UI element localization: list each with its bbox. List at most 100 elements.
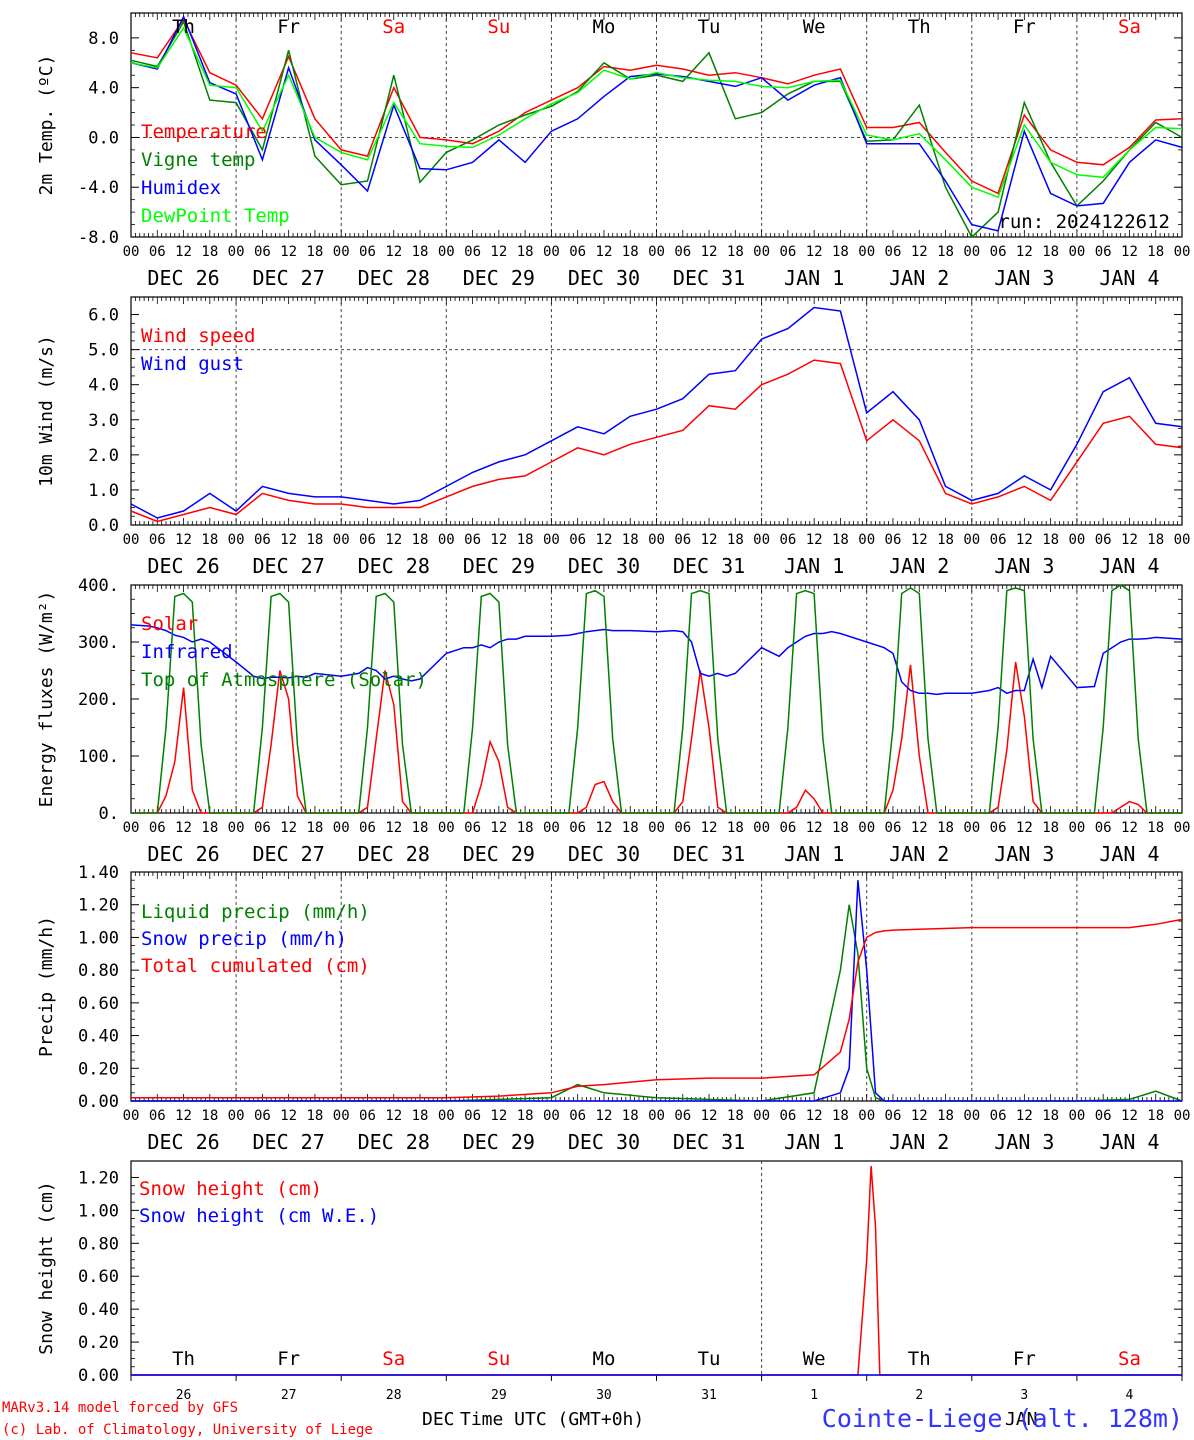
hour-tick-label: 18 [1042, 1108, 1059, 1124]
weekday-label: Th [172, 1348, 195, 1370]
panel-3: 400. 300. 200. 100. 0. Energy fluxes (W/m²) So… [36, 576, 1190, 866]
hour-tick-label: 18 [201, 532, 218, 548]
y-tick-label: 0.40 [78, 1300, 119, 1320]
hour-tick-label: 18 [832, 1108, 849, 1124]
hour-tick-label: 00 [1068, 244, 1085, 260]
date-label: JAN 3 [994, 554, 1054, 578]
hour-tick-label: 00 [543, 820, 560, 836]
weekday-label: Fr [277, 1348, 300, 1370]
hour-tick-label: 06 [254, 820, 271, 836]
day-number-label: 2 [915, 1388, 923, 1403]
legend-entry: Snow height (cm) [139, 1178, 322, 1200]
hour-tick-label: 12 [385, 532, 402, 548]
hour-tick-label: 06 [1095, 532, 1112, 548]
hour-tick-label: 18 [201, 1108, 218, 1124]
hour-tick-label: 18 [412, 244, 429, 260]
hour-tick-label: 06 [779, 244, 796, 260]
series-line-wind-speed [130, 359, 1183, 523]
legend-entry: Infrared [141, 641, 233, 663]
station-label: Cointe-Liege (alt. 128m) [822, 1404, 1183, 1433]
date-label: DEC 30 [568, 1130, 640, 1154]
hour-tick-label: 12 [911, 1108, 928, 1124]
date-label: JAN 2 [889, 266, 949, 290]
y-tick-label: 1.0 [88, 481, 119, 501]
hour-tick-label: 00 [1068, 820, 1085, 836]
hour-tick-label: 18 [517, 532, 534, 548]
panel-4: 1.40 1.20 1.00 0.80 0.60 0.40 0.20 0.00 Precip (… [36, 863, 1190, 1154]
hour-tick-label: 12 [280, 244, 297, 260]
hour-tick-label: 06 [254, 532, 271, 548]
footer-lab-line: (c) Lab. of Climatology, University of L… [2, 1422, 373, 1438]
hour-tick-label: 00 [1174, 820, 1191, 836]
date-label: DEC 28 [358, 1130, 430, 1154]
hour-tick-label: 00 [543, 532, 560, 548]
hour-tick-label: 18 [937, 244, 954, 260]
hour-tick-label: 12 [701, 820, 718, 836]
hour-tick-label: 00 [228, 1108, 245, 1124]
y-tick-label: 1.00 [78, 928, 119, 948]
hour-tick-label: 12 [701, 1108, 718, 1124]
date-label: JAN 4 [1099, 266, 1159, 290]
hour-tick-label: 00 [648, 532, 665, 548]
date-label: DEC 31 [673, 1130, 745, 1154]
hour-tick-label: 00 [753, 1108, 770, 1124]
weekday-label: Th [172, 16, 195, 38]
day-number-label: 4 [1126, 1388, 1134, 1403]
hour-tick-label: 18 [412, 820, 429, 836]
hour-tick-label: 18 [201, 244, 218, 260]
hour-tick-label: 06 [254, 1108, 271, 1124]
weekday-label: Sa [1118, 16, 1141, 38]
date-label: JAN 3 [994, 266, 1054, 290]
hour-tick-label: 06 [674, 532, 691, 548]
hour-tick-label: 12 [1016, 820, 1033, 836]
hour-tick-label: 18 [1042, 244, 1059, 260]
hour-tick-label: 06 [359, 820, 376, 836]
hour-tick-label: 06 [464, 820, 481, 836]
panel-5: 1.20 1.00 0.80 0.60 0.40 0.20 0.00 Snow height … [36, 1160, 1183, 1403]
hour-tick-label: 18 [622, 532, 639, 548]
hour-tick-label: 06 [359, 244, 376, 260]
hour-tick-label: 06 [990, 244, 1007, 260]
hour-tick-label: 00 [543, 244, 560, 260]
hour-tick-label: 18 [622, 1108, 639, 1124]
hour-tick-label: 18 [517, 1108, 534, 1124]
hour-tick-label: 12 [596, 820, 613, 836]
weekday-label: Tu [698, 16, 721, 38]
series-line-snow-precip-mm-h- [131, 880, 1182, 1102]
legend-entry: Wind gust [141, 353, 244, 375]
hour-tick-label: 18 [727, 1108, 744, 1124]
y-tick-label: 0. [99, 804, 119, 824]
hour-tick-label: 00 [648, 244, 665, 260]
day-number-label: 30 [596, 1388, 612, 1403]
hour-tick-label: 12 [490, 820, 507, 836]
hour-tick-label: 12 [596, 1108, 613, 1124]
hour-tick-label: 12 [911, 244, 928, 260]
hour-tick-label: 12 [175, 1108, 192, 1124]
hour-tick-label: 00 [753, 244, 770, 260]
hour-tick-label: 12 [806, 532, 823, 548]
date-label: DEC 31 [673, 842, 745, 866]
y-tick-label: 400. [78, 576, 119, 596]
y-tick-label: 1.20 [78, 896, 119, 916]
date-label: DEC 26 [147, 554, 219, 578]
hour-tick-label: 12 [806, 244, 823, 260]
footer-dec-label: DEC [422, 1409, 455, 1430]
hour-tick-label: 06 [149, 532, 166, 548]
date-label: DEC 30 [568, 266, 640, 290]
series-line-temperature [130, 17, 1183, 195]
date-label: DEC 26 [147, 266, 219, 290]
hour-tick-label: 00 [228, 244, 245, 260]
weekday-label: Fr [1013, 16, 1036, 38]
y-tick-label: 0.40 [78, 1027, 119, 1047]
hour-tick-label: 00 [438, 820, 455, 836]
hour-tick-label: 18 [832, 532, 849, 548]
hour-tick-label: 12 [280, 532, 297, 548]
panel-1: 8.0 4.0 0.0 -4.0 -8.0 2m Temp. (ºC) Temperatur… [36, 12, 1190, 290]
date-label: JAN 2 [889, 554, 949, 578]
footer-model-line: MARv3.14 model forced by GFS [2, 1400, 238, 1416]
y-tick-label: 0.20 [78, 1333, 119, 1353]
y-axis-label: Energy fluxes (W/m²) [36, 591, 57, 808]
hour-tick-label: 00 [963, 1108, 980, 1124]
hour-tick-label: 00 [123, 820, 140, 836]
